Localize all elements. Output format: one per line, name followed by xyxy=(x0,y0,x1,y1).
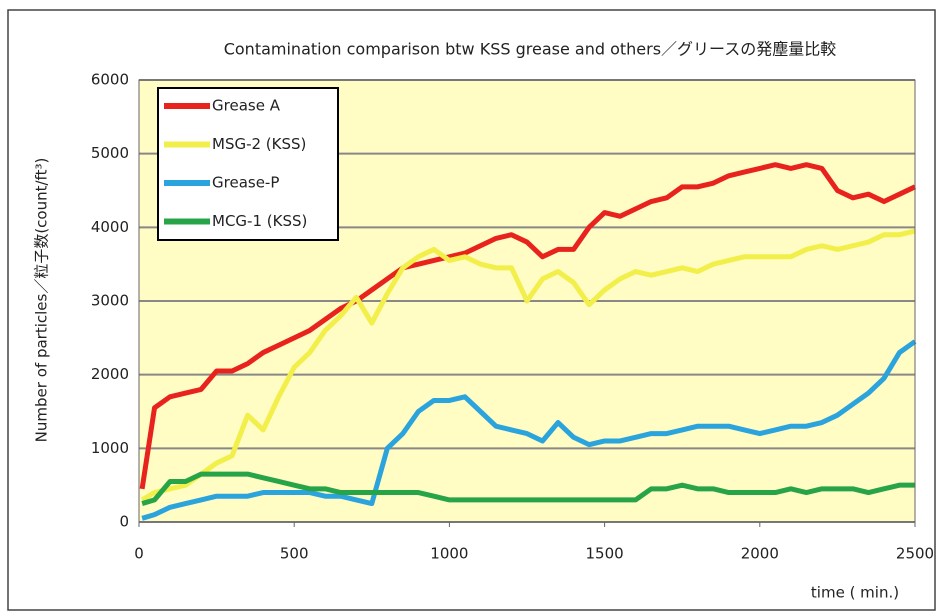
data-line xyxy=(141,339,917,521)
chart-title: Contamination comparison btw KSS grease … xyxy=(224,40,837,59)
data-line xyxy=(140,228,916,503)
y-tick-label: 6000 xyxy=(91,71,129,89)
plot-border xyxy=(138,79,916,523)
x-axis-label: time ( min.) xyxy=(811,584,899,602)
x-tick-label: 2000 xyxy=(741,545,779,563)
y-tick-label: 4000 xyxy=(91,218,129,236)
legend-label: Grease A xyxy=(212,97,281,115)
data-line xyxy=(141,471,915,506)
data-line xyxy=(139,162,917,490)
legend-box xyxy=(157,87,339,241)
y-axis-label: Number of particles／粒子数(count/ft³) xyxy=(33,158,51,443)
legend-label: MSG-2 (KSS) xyxy=(212,135,306,153)
y-tick-label: 3000 xyxy=(91,292,129,310)
x-tick-label: 0 xyxy=(134,545,144,563)
y-tick-label: 5000 xyxy=(91,144,129,162)
legend-label: Grease-P xyxy=(212,174,279,192)
y-tick-label: 0 xyxy=(119,513,129,531)
x-tick-label: 2500 xyxy=(896,545,934,563)
x-tick-label: 1500 xyxy=(586,545,624,563)
x-tick-label: 500 xyxy=(280,545,309,563)
y-tick-label: 1000 xyxy=(91,439,129,457)
x-tick-label: 1000 xyxy=(430,545,468,563)
y-tick-label: 2000 xyxy=(91,365,129,383)
legend-label: MCG-1 (KSS) xyxy=(212,212,307,230)
